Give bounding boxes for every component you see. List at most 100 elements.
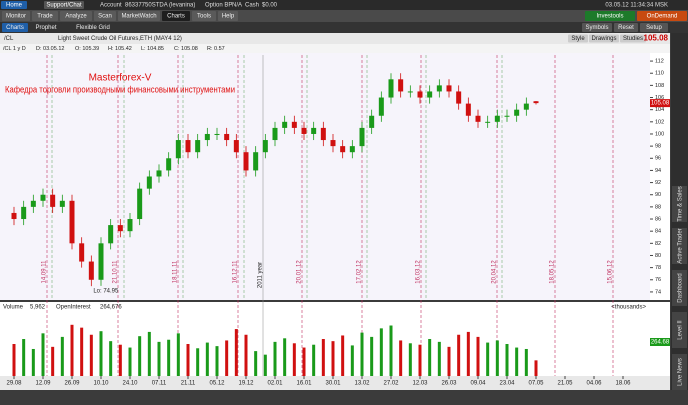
x-tick-label: 26.09: [64, 381, 80, 387]
x-tick-label: 10.10: [93, 381, 109, 387]
volume-bar: [341, 335, 345, 376]
investools[interactable]: Investools: [596, 14, 623, 20]
y-tick-label: 82: [655, 241, 661, 247]
chart-button-bg: [568, 34, 588, 43]
y-tick-label: 96: [655, 156, 661, 162]
expiration-label: 16.03.12: [416, 260, 422, 284]
tab[interactable]: Scan: [98, 14, 112, 20]
candle-body: [282, 121, 288, 128]
x-tick-label: 12.09: [35, 381, 51, 387]
subtab-button[interactable]: Symbols: [585, 25, 608, 31]
candle-body: [204, 133, 210, 141]
tab[interactable]: Monitor: [6, 14, 26, 20]
symbol-bar: [0, 33, 670, 44]
subtab-button[interactable]: Reset: [618, 25, 634, 31]
candle-body: [485, 121, 491, 123]
candle-body: [233, 140, 239, 153]
subtab-bg: [70, 23, 116, 32]
candle-body: [388, 79, 394, 98]
chart-button[interactable]: Style: [571, 36, 585, 42]
info-item: L: 104.85: [141, 46, 164, 52]
candle-body: [378, 97, 384, 116]
volume-bar: [205, 342, 209, 376]
x-tick-label: 07.11: [152, 381, 167, 387]
sidebar-button[interactable]: Dashboard: [678, 273, 684, 302]
tab-bg: [118, 11, 160, 21]
overlay-text: Кафедра торговли производными финансовым…: [5, 84, 235, 94]
support-button-bg: [44, 1, 84, 9]
tab[interactable]: Help: [222, 14, 235, 20]
sidebar-button[interactable]: Time & Sales: [678, 186, 684, 221]
candle-body: [98, 243, 104, 280]
tab[interactable]: MarketWatch: [121, 14, 156, 20]
volume-bar: [138, 336, 142, 376]
subtab-button-bg: [640, 23, 668, 32]
x-tick-label: 13.02: [354, 381, 370, 387]
subtab-button-bg: [614, 23, 638, 32]
tab-bg: [192, 11, 216, 21]
subtab[interactable]: Flexible Grid: [76, 25, 110, 31]
candle-body: [30, 200, 36, 207]
tab[interactable]: Trade: [37, 14, 53, 20]
y-tick-label: 112: [655, 59, 664, 65]
volume-bar: [273, 341, 277, 376]
volume-bar: [196, 348, 200, 376]
volume-bar: [360, 332, 364, 376]
tab-bg: [94, 11, 116, 21]
x-tick-label: 04.06: [586, 381, 602, 387]
candle-body: [436, 85, 442, 92]
x-tick-label: 29.08: [6, 381, 22, 387]
chart-button[interactable]: Drawings: [591, 36, 616, 42]
subtab-button[interactable]: Setup: [646, 25, 662, 31]
candle-body: [166, 158, 172, 171]
volume-oi_title: OpenInterest: [56, 305, 91, 311]
tab[interactable]: Charts: [167, 14, 185, 20]
candle-body: [523, 103, 529, 110]
candle-body: [137, 188, 143, 220]
candle-body: [175, 140, 181, 159]
volume-bar: [225, 340, 229, 376]
volume-bar: [89, 334, 93, 376]
candle-body: [504, 115, 510, 117]
x-tick-label: 02.01: [267, 381, 283, 387]
x-tick-label: 19.12: [238, 381, 254, 387]
top-option_bp_label: Option BP: [205, 3, 232, 9]
subtab[interactable]: Charts: [6, 25, 24, 31]
volume-bar: [428, 339, 432, 376]
candle-body: [156, 170, 162, 177]
x-tick-label: 27.02: [383, 381, 399, 387]
subtab[interactable]: Prophet: [35, 25, 56, 31]
volume-bar: [70, 324, 74, 376]
candle-body: [330, 140, 336, 147]
y-tick-label: 76: [655, 277, 661, 283]
candle-body: [311, 127, 317, 134]
y-tick-label: 110: [655, 71, 664, 77]
info-bar: [0, 44, 670, 53]
info-item: H: 105.42: [108, 46, 132, 52]
home-button-bg: [1, 1, 27, 9]
volume-oi_value: 264,676: [100, 305, 122, 311]
symbol[interactable]: /CL: [4, 36, 14, 42]
expiration-label: 21.10.11: [113, 260, 119, 284]
expiration-label: 20.01.12: [297, 260, 303, 284]
sidebar-button[interactable]: Live News: [678, 358, 684, 386]
x-tick-label: 30.01: [325, 381, 341, 387]
y-tick-label: 74: [655, 289, 661, 295]
last-badge-bg: [650, 99, 670, 108]
y-tick-label: 104: [655, 107, 664, 113]
overlay-brand: Masterforex-V: [89, 73, 152, 84]
volume-bar: [147, 331, 151, 376]
tab[interactable]: Analyze: [65, 14, 87, 20]
candle-body: [456, 91, 462, 104]
chart-button[interactable]: Studies: [623, 36, 643, 42]
sidebar-button[interactable]: Level II: [678, 320, 684, 340]
candle-body: [59, 200, 65, 207]
ondemand[interactable]: OnDemand: [647, 14, 678, 20]
volume-bar: [505, 344, 509, 376]
tab[interactable]: Tools: [197, 14, 211, 20]
support-button[interactable]: Support/Chat: [46, 3, 82, 9]
home-button[interactable]: Home: [6, 3, 23, 9]
sidebar-button[interactable]: Active Trader: [678, 228, 684, 263]
candle-body: [398, 79, 404, 92]
volume-bar: [51, 346, 55, 376]
